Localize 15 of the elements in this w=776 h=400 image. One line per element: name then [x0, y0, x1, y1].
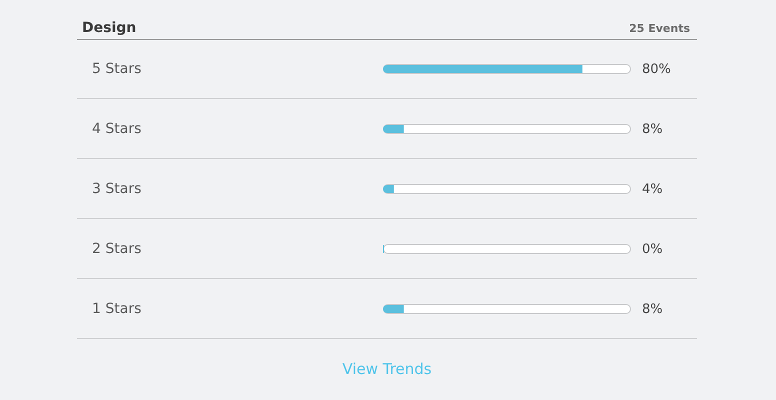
annotation: View Trends: [342, 360, 432, 378]
y-tick-label: 3 Stars: [92, 181, 142, 197]
y-tick-label: 1 Stars: [92, 301, 142, 317]
data-label: 4%: [642, 182, 663, 197]
data-label: 80%: [642, 62, 671, 77]
y-tick-label: 5 Stars: [92, 61, 142, 77]
text: Design: [82, 20, 136, 36]
bar: [383, 125, 404, 133]
y-tick-label: 4 Stars: [92, 121, 142, 137]
text: 25 Events: [629, 22, 690, 35]
data-label: 8%: [642, 122, 663, 137]
data-label: 8%: [642, 302, 663, 317]
bar: [383, 305, 404, 313]
y-tick-label: 2 Stars: [92, 241, 142, 257]
data-label: 0%: [642, 242, 663, 257]
